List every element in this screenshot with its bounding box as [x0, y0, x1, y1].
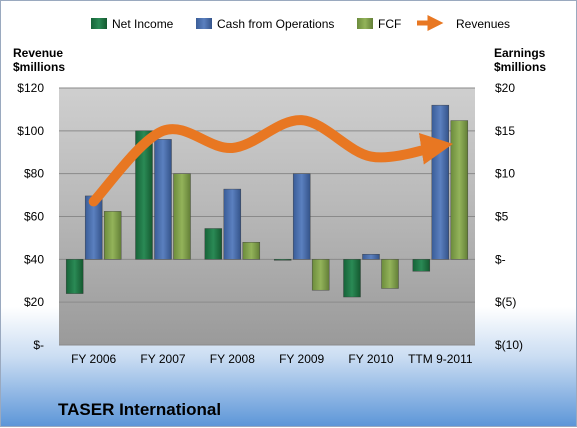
- category-label: FY 2010: [348, 352, 393, 366]
- bars: [65, 104, 469, 298]
- right-tick-label: $-: [495, 252, 506, 266]
- bar-cash-from-operations: [431, 104, 450, 260]
- category-label: TTM 9-2011: [408, 352, 473, 366]
- bar-fcf: [450, 120, 469, 260]
- right-axis-title-line1: Earnings: [494, 46, 546, 60]
- chart-title: TASER International: [58, 400, 221, 419]
- right-tick-label: $10: [495, 167, 515, 181]
- left-axis-title-line1: Revenue: [13, 46, 63, 60]
- right-tick-label: $(10): [495, 338, 523, 352]
- legend-label-net-income: Net Income: [112, 17, 174, 31]
- bar-net-income: [343, 259, 361, 298]
- left-tick-label: $100: [17, 124, 44, 138]
- right-axis-title-line2: $millions: [494, 60, 546, 74]
- legend-swatch-fcf: [357, 18, 373, 29]
- category-label: FY 2007: [140, 352, 185, 366]
- bar-fcf: [103, 211, 122, 260]
- bar-fcf: [311, 259, 330, 291]
- legend-swatch-cash-from-operations: [196, 18, 212, 29]
- revenue-line-layer: [88, 115, 453, 207]
- bar-net-income: [412, 259, 431, 272]
- bar-net-income: [65, 259, 84, 294]
- right-tick-label: $20: [495, 81, 515, 95]
- left-tick-label: $-: [33, 338, 44, 352]
- left-axis-ticks: $- $20 $40 $60 $80 $100 $120: [17, 81, 44, 352]
- gridlines: [59, 87, 475, 346]
- category-label: FY 2006: [71, 352, 116, 366]
- bar-net-income: [135, 130, 153, 260]
- left-tick-label: $60: [24, 210, 44, 224]
- bar-net-income: [204, 228, 223, 260]
- right-tick-label: $5: [495, 210, 509, 224]
- bar-fcf: [242, 241, 261, 260]
- category-label: FY 2008: [210, 352, 255, 366]
- right-tick-label: $15: [495, 124, 515, 138]
- revenue-line: [88, 115, 453, 207]
- legend-label-cash-from-operations: Cash from Operations: [217, 17, 334, 31]
- bar-cash-from-operations: [223, 188, 242, 260]
- legend-label-revenues: Revenues: [456, 17, 510, 31]
- left-tick-label: $20: [24, 295, 44, 309]
- left-tick-label: $40: [24, 252, 44, 266]
- legend-swatch-net-income: [91, 18, 107, 29]
- legend: Net Income Cash from Operations FCF Reve…: [91, 14, 510, 32]
- left-tick-label: $80: [24, 167, 44, 181]
- left-tick-label: $120: [17, 81, 44, 95]
- right-axis-ticks: $(10) $(5) $- $5 $10 $15 $20: [495, 81, 523, 352]
- bar-cash-from-operations: [362, 253, 380, 260]
- category-label: FY 2009: [279, 352, 324, 366]
- legend-label-fcf: FCF: [378, 17, 401, 31]
- bar-fcf: [381, 259, 399, 289]
- bar-net-income: [273, 259, 292, 261]
- bar-cash-from-operations: [292, 173, 311, 260]
- right-tick-label: $(5): [495, 295, 516, 309]
- bar-cash-from-operations: [154, 139, 172, 260]
- left-axis-title-line2: $millions: [13, 60, 65, 74]
- bar-fcf: [173, 173, 191, 260]
- category-labels: FY 2006 FY 2007 FY 2008 FY 2009 FY 2010 TTM 9…: [71, 352, 473, 366]
